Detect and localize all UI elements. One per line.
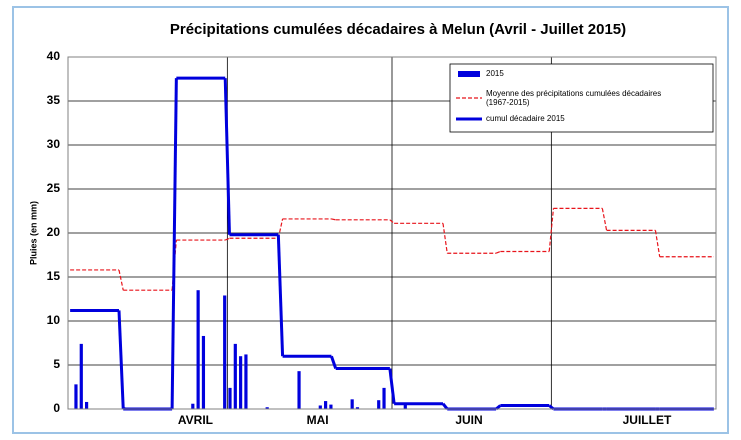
- step-connector: [654, 230, 661, 257]
- bar: [79, 343, 83, 409]
- step-connector: [548, 208, 555, 252]
- bar: [377, 400, 381, 409]
- bar: [324, 401, 328, 409]
- x-tick-label: JUIN: [455, 413, 482, 427]
- bar: [297, 371, 301, 409]
- bar: [350, 399, 354, 409]
- step-connector: [117, 310, 125, 410]
- y-tick-label: 25: [47, 181, 61, 195]
- y-axis-label: Pluies (en mm): [28, 201, 38, 265]
- step-connector: [223, 78, 231, 235]
- step-connector: [548, 404, 555, 411]
- step-connector: [331, 218, 336, 221]
- bar: [355, 407, 360, 409]
- bar: [196, 290, 200, 409]
- y-tick-label: 10: [47, 313, 61, 327]
- step-connector: [330, 355, 338, 370]
- legend-label: cumul décadaire 2015: [486, 114, 565, 123]
- bar: [228, 387, 232, 409]
- plot-border: [67, 56, 717, 410]
- step-connector: [442, 223, 448, 254]
- step-connector: [170, 78, 178, 410]
- x-tick-label: MAI: [307, 413, 329, 427]
- bar: [382, 387, 386, 409]
- legend-swatch: [458, 71, 480, 77]
- legend-label: Moyenne des précipitations cumulées déca…: [486, 89, 661, 107]
- step-connector: [495, 250, 501, 254]
- legend-label: 2015: [486, 69, 504, 78]
- chart-title: Précipitations cumulées décadaires à Mel…: [170, 21, 626, 38]
- bar: [244, 354, 248, 409]
- x-tick-label: JUILLET: [623, 413, 672, 427]
- bar: [403, 404, 407, 409]
- step-connector: [389, 219, 395, 224]
- step-connector: [224, 237, 230, 241]
- step-connector: [388, 368, 396, 404]
- step-connector: [601, 208, 608, 231]
- y-tick-label: 15: [47, 269, 61, 283]
- bar: [239, 356, 243, 409]
- bar: [201, 335, 206, 409]
- bar: [74, 384, 78, 409]
- y-tick-label: 30: [47, 137, 61, 151]
- y-tick-label: 35: [47, 93, 61, 107]
- x-tick-label: AVRIL: [178, 413, 213, 427]
- bar: [84, 401, 89, 409]
- legend-box: [449, 63, 714, 133]
- y-tick-label: 40: [47, 49, 61, 63]
- step-connector: [118, 269, 124, 291]
- step-connector: [276, 234, 285, 357]
- bar: [318, 405, 322, 409]
- step-connector: [495, 404, 502, 411]
- bar: [329, 404, 333, 409]
- y-tick-label: 5: [53, 357, 60, 371]
- y-tick-label: 0: [53, 401, 60, 415]
- bar: [233, 343, 237, 409]
- bar: [191, 403, 195, 409]
- bar: [223, 295, 227, 409]
- step-connector: [441, 402, 449, 410]
- y-tick-label: 20: [47, 225, 61, 239]
- bar: [265, 407, 269, 409]
